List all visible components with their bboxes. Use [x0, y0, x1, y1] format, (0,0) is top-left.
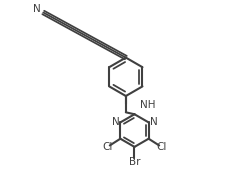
Text: Cl: Cl — [102, 142, 113, 152]
Text: N: N — [150, 117, 157, 127]
Text: N: N — [112, 117, 119, 127]
Text: N: N — [33, 4, 41, 14]
Text: NH: NH — [140, 100, 156, 110]
Text: Br: Br — [129, 157, 140, 167]
Text: Cl: Cl — [156, 142, 167, 152]
